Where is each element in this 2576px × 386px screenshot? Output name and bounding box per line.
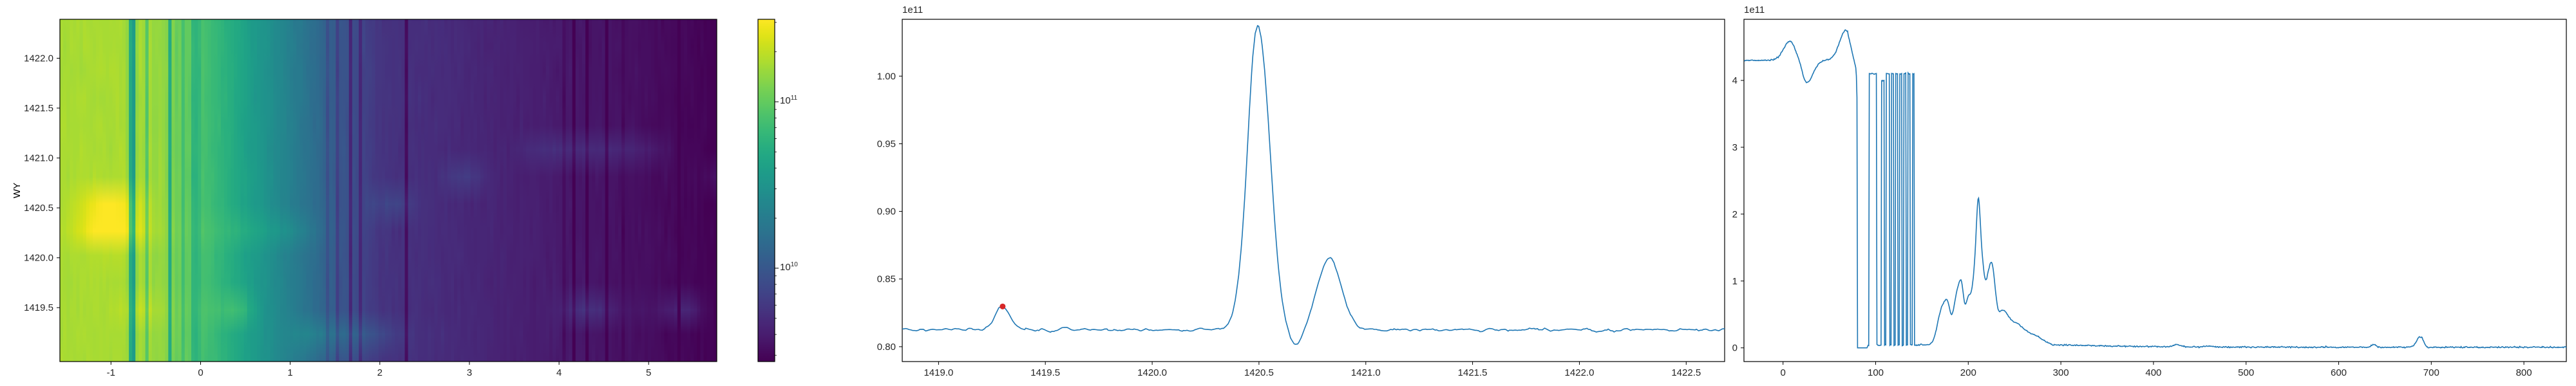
svg-text:0.90: 0.90 [877, 207, 896, 217]
svg-text:0.95: 0.95 [877, 139, 896, 150]
svg-text:1421.0: 1421.0 [1351, 367, 1381, 378]
svg-text:300: 300 [2053, 367, 2069, 378]
svg-text:1419.0: 1419.0 [923, 367, 953, 378]
svg-text:1419.5: 1419.5 [1030, 367, 1060, 378]
svg-text:1e11: 1e11 [902, 5, 923, 15]
svg-text:700: 700 [2423, 367, 2439, 378]
svg-text:0.85: 0.85 [877, 274, 896, 285]
svg-text:1420.5: 1420.5 [1244, 367, 1274, 378]
svg-text:1420.0: 1420.0 [1137, 367, 1167, 378]
svg-text:100: 100 [1868, 367, 1884, 378]
svg-text:500: 500 [2238, 367, 2254, 378]
svg-text:800: 800 [2516, 367, 2532, 378]
svg-text:1.00: 1.00 [877, 71, 896, 82]
svg-text:1421.5: 1421.5 [1458, 367, 1488, 378]
svg-text:1e11: 1e11 [1744, 5, 1765, 15]
svg-text:400: 400 [2145, 367, 2161, 378]
svg-text:0: 0 [1781, 367, 1786, 378]
svg-text:200: 200 [1960, 367, 1976, 378]
svg-text:2: 2 [1732, 209, 1738, 220]
svg-text:3: 3 [1732, 142, 1738, 153]
svg-text:1: 1 [1732, 276, 1738, 287]
svg-text:1422.0: 1422.0 [1565, 367, 1595, 378]
svg-text:4: 4 [1732, 75, 1738, 86]
svg-text:600: 600 [2331, 367, 2347, 378]
svg-text:1422.5: 1422.5 [1671, 367, 1701, 378]
svg-text:0.80: 0.80 [877, 342, 896, 353]
svg-text:0: 0 [1732, 343, 1738, 354]
